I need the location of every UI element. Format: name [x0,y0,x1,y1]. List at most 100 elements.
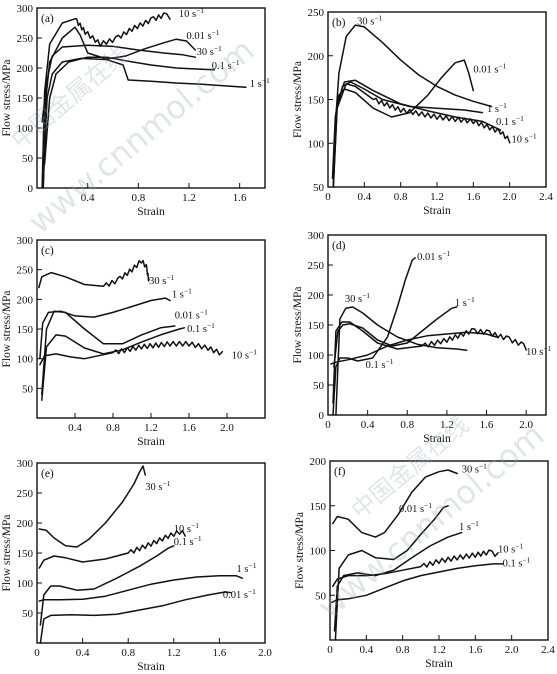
series-line-3 [333,306,458,368]
plot-frame [327,11,547,188]
x-tick-label: 1.2 [432,644,446,656]
series-line-5 [332,83,511,184]
y-tick-label: 300 [308,230,325,242]
x-tick-label: 0.4 [357,191,371,203]
chart-panel-4: 0 0.4 0.8 1.2 1.6 2.0 0 50 100 150 200 250 300 Strain… [292,230,552,445]
x-tick-label: 1.2 [167,647,181,659]
x-tick-label: 0.4 [359,644,373,656]
chart-panel-1: 0.4 0.8 1.2 1.6 0 50 100 150 200 250 300 Strain Flow… [1,3,270,218]
x-tick-label: 0 [34,647,40,659]
y-tick-label: 100 [17,123,34,135]
y-axis-label: Flow stress/MPa [1,60,13,137]
series-label-1: 30 s−1 [145,479,170,494]
y-tick-label: 200 [17,518,34,530]
series-label-2: 0.01 s−1 [186,28,219,43]
x-tick-label: 0.8 [106,422,120,434]
x-tick-label: 2.0 [519,419,533,431]
y-tick-label: 150 [310,501,327,513]
y-tick-label: 200 [308,290,325,302]
x-tick-label: 0.8 [394,191,408,203]
x-tick-label: 2.4 [539,191,553,203]
x-axis-label: Strain [137,661,165,673]
y-tick-label: 150 [17,324,34,336]
series-label-5: 10 s−1 [526,344,551,359]
x-axis-label: Strain [423,433,451,445]
series-line-3 [332,81,484,188]
y-tick-label: 300 [17,3,34,15]
series-label-3: 1 s−1 [487,100,507,115]
y-axis-label: Flow stress/MPa [1,291,13,368]
y-tick-label: 0 [319,410,325,422]
x-tick-label: 0.8 [396,644,410,656]
series-label-5: 0.1 s−1 [503,555,531,570]
y-tick-label: 250 [308,7,325,19]
series-label-2: 0.01 s−1 [399,501,432,516]
x-tick-label: 1.6 [182,422,196,434]
series-label-3: 0.1 s−1 [174,534,202,549]
series-label-4: 0.1 s−1 [496,113,524,128]
series-line-5 [39,591,232,644]
series-line-4 [41,327,186,401]
series-line-1 [41,12,171,189]
y-tick-label: 100 [17,578,34,590]
y-tick-label: 50 [22,383,34,395]
y-tick-label: 100 [17,354,34,366]
x-tick-label: 1.2 [182,192,196,204]
x-axis-label: Strain [423,205,451,217]
x-tick-label: 1.2 [440,419,454,431]
y-tick-label: 100 [308,350,325,362]
series-label-1: 30 s−1 [357,13,382,28]
x-tick-label: 1.6 [466,191,480,203]
series-line-5 [42,57,247,183]
series-line-2 [38,529,186,569]
y-tick-label: 150 [308,320,325,332]
y-tick-label: 250 [17,33,34,45]
series-line-5 [331,563,504,604]
series-line-4 [332,79,502,180]
x-tick-label: 0.8 [131,192,145,204]
x-tick-label: 0.4 [81,192,95,204]
series-label-2: 30 s−1 [345,291,370,306]
y-axis-label: Flow stress/MPa [294,512,306,589]
series-line-3 [333,531,463,632]
panel-label: (c) [41,245,54,257]
series-line-5 [39,340,224,366]
x-tick-label: 0 [325,419,331,431]
x-tick-label: 0.8 [400,419,414,431]
panel-label: (a) [41,13,54,25]
series-line-5 [332,321,527,404]
chart-panel-6: 0 0.4 0.8 1.2 1.6 2.0 2.4 50 100 150 200 Strain Flow… [294,456,555,670]
chart-panel-2: 0 0.4 0.8 1.2 1.6 2.0 2.4 50 100 150 200 250 Strain F… [292,7,553,217]
series-line-3 [41,310,176,396]
series-label-1: 30 s−1 [149,272,174,287]
series-label-3: 1 s−1 [455,294,475,309]
series-line-1 [38,259,150,289]
series-line-4 [330,331,498,365]
panel-label: (b) [332,17,346,29]
panel-label: (e) [41,468,54,480]
y-tick-label: 150 [17,548,34,560]
y-tick-label: 300 [17,235,34,247]
y-tick-label: 150 [17,93,34,105]
series-line-3 [39,545,175,626]
y-tick-label: 200 [308,51,325,63]
y-tick-label: 250 [17,488,34,500]
x-tick-label: 1.6 [213,647,227,659]
plot-frame [36,239,266,419]
y-tick-label: 250 [308,260,325,272]
panel-label: (d) [332,240,346,252]
series-line-1 [38,465,147,548]
series-label-2: 1 s−1 [172,286,192,301]
y-tick-label: 200 [17,63,34,75]
y-tick-label: 100 [308,138,325,150]
series-label-4: 1 s−1 [237,561,257,576]
x-axis-label: Strain [137,206,165,218]
x-tick-label: 0.4 [361,419,375,431]
y-axis-label: Flow stress/MPa [292,287,304,364]
series-line-2 [39,297,171,360]
series-line-1 [332,24,493,188]
x-tick-label: 2.0 [220,422,234,434]
series-line-4 [331,549,499,588]
series-line-4 [43,56,216,165]
x-tick-label: 2.0 [503,191,517,203]
